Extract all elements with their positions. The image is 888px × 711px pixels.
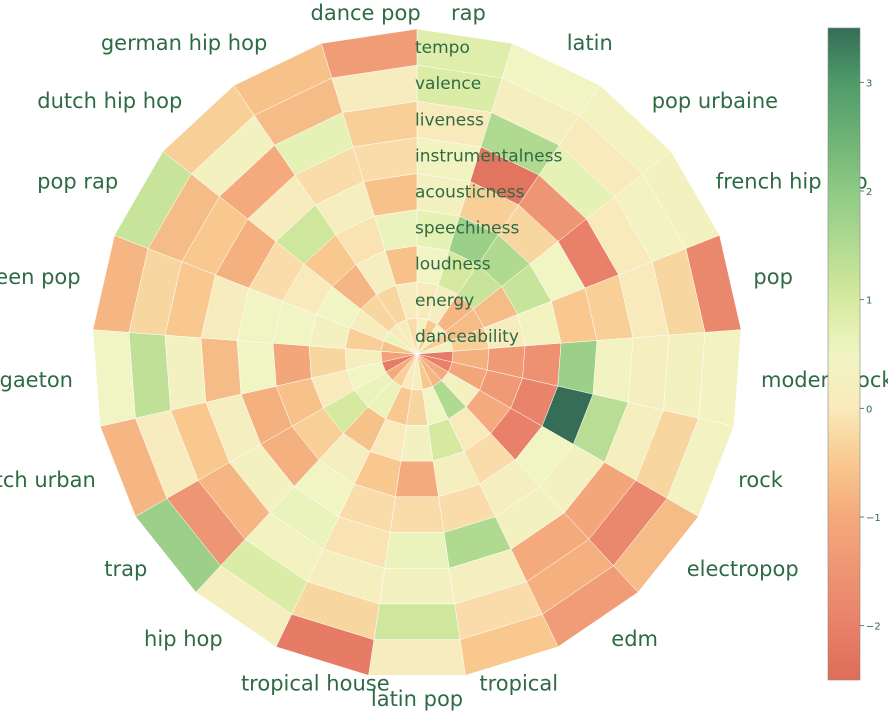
genre-label: tropical house [241,672,390,696]
heatmap-cell [373,603,461,640]
genre-label: latin [567,31,613,55]
heatmap-cell [389,496,445,533]
heatmap-cell [164,334,207,411]
genre-label: edm [611,627,658,651]
feature-label: loudness [415,255,491,275]
genre-label: german hip hop [101,31,267,55]
heatmap-cell [320,28,418,79]
heatmap-cell [592,337,634,403]
genre-label: electropop [687,557,799,581]
heatmap-cell [627,334,670,411]
heatmap-cell [384,532,450,569]
genre-label: modern rock [761,368,888,392]
heatmap-cell [200,337,242,403]
colorbar-tick-label: −1 [866,513,881,524]
feature-label: instrumentalness [415,146,562,166]
heatmap-cell [400,425,434,462]
feature-label: tempo [415,38,470,58]
heatmap-cell [92,329,136,427]
heatmap-cell [236,340,277,395]
genre-label: rock [738,468,784,492]
genre-label: hip hop [144,627,223,651]
colorbar-tick-label: −2 [866,622,881,633]
heatmap-cell [557,340,598,395]
genre-label: trap [104,557,147,581]
heatmap-cell [379,568,455,605]
genre-label: reggaeton [0,368,73,392]
colorbar-tick-label: 1 [866,296,872,307]
heatmap-cell [698,329,742,427]
genre-label: dutch urban [0,468,96,492]
genre-label: pop [753,265,793,289]
colorbar-gradient [827,27,861,681]
heatmap-cell [128,332,171,419]
genre-label: post-teen pop [0,265,81,289]
genre-label: pop urbaine [652,89,778,113]
genre-label: rap [451,1,486,25]
feature-labels: danceability energy loudness speechiness aco… [415,38,562,347]
heatmap-cell [395,460,439,498]
colorbar-tick-label: 3 [866,78,872,89]
feature-label: danceability [415,327,519,347]
genre-label: dance pop [311,1,421,25]
feature-label: energy [415,291,474,311]
genre-label: tropical [479,672,558,696]
feature-label: valence [415,74,481,94]
heatmap-cells [92,28,742,676]
colorbar: −2 −1 0 1 2 3 [827,27,881,681]
heatmap-cell [663,332,706,419]
feature-label: speechiness [415,219,520,239]
genre-label: dutch hip hop [37,89,182,113]
feature-label: acousticness [415,183,525,203]
colorbar-ticks: −2 −1 0 1 2 3 [860,78,881,633]
colorbar-tick-label: 2 [866,187,872,198]
feature-label: liveness [415,110,484,130]
genre-label: pop rap [37,170,118,194]
colorbar-tick-label: 0 [866,404,872,415]
genre-label: latin pop [371,687,463,711]
heatmap-cell [368,639,466,676]
